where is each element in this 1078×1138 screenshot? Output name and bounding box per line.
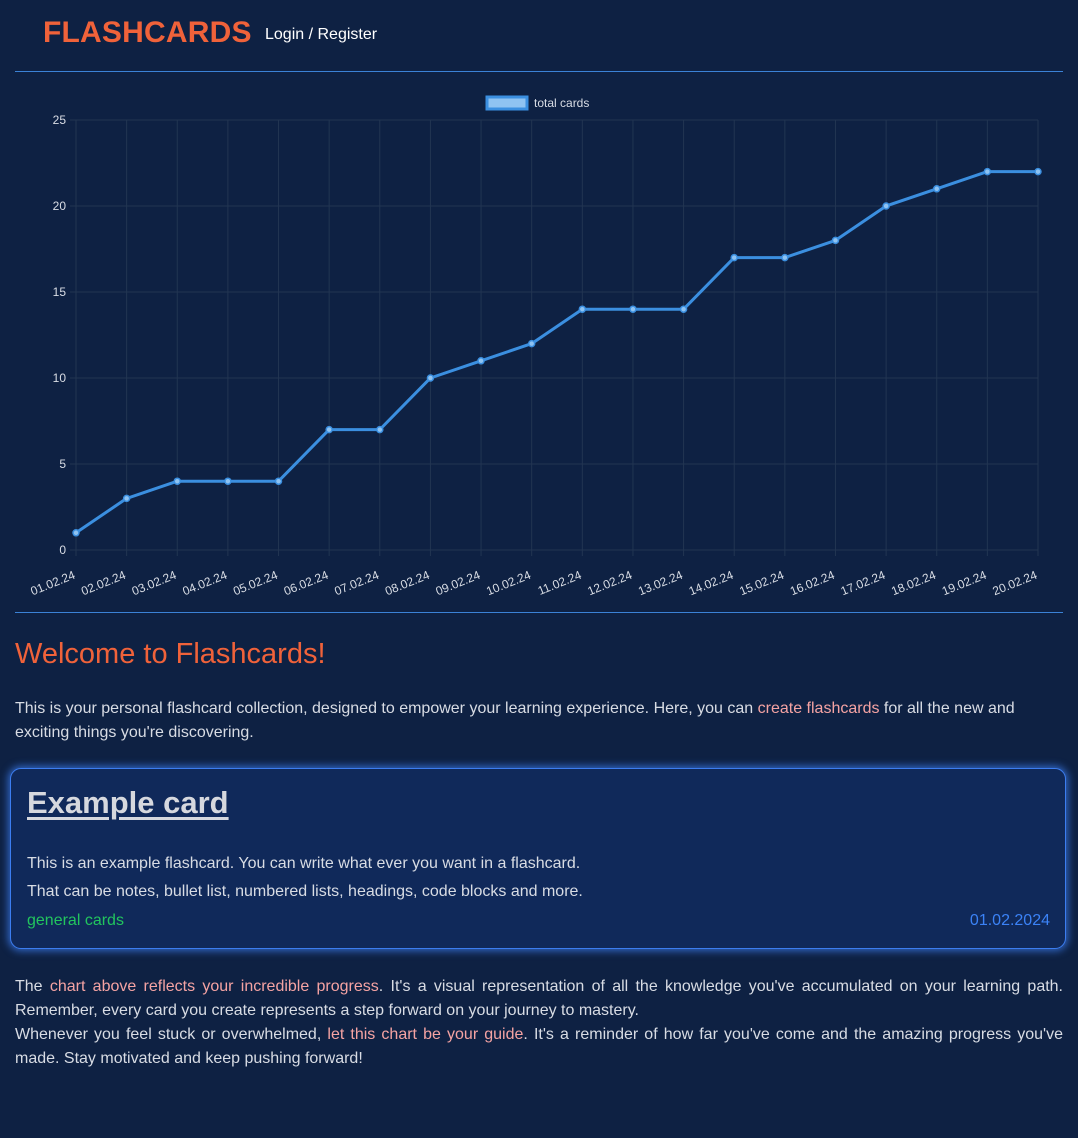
outro-p2-before: Whenever you feel stuck or overwhelmed, — [15, 1026, 328, 1043]
x-tick-label: 02.02.24 — [79, 568, 128, 599]
x-tick-label: 11.02.24 — [536, 568, 584, 598]
card-body-line-1: This is an example flashcard. You can wr… — [27, 855, 581, 872]
intro-text-after: for all the new and exciting things you'… — [15, 700, 1015, 741]
card-body-line-2: That can be notes, bullet list, numbered… — [27, 883, 583, 900]
x-tick-label: 05.02.24 — [231, 568, 280, 599]
legend-swatch — [485, 95, 529, 111]
y-tick-label: 15 — [53, 285, 67, 299]
data-point — [173, 477, 182, 485]
data-point — [983, 167, 992, 176]
y-tick-label: 20 — [53, 199, 67, 213]
x-tick-label: 10.02.24 — [484, 568, 533, 599]
y-tick-label: 10 — [53, 371, 67, 385]
data-point — [376, 425, 384, 434]
x-tick-label: 16.02.24 — [788, 568, 837, 599]
y-tick-label: 0 — [59, 543, 66, 557]
welcome-heading: Welcome to Flashcards! — [15, 638, 326, 670]
x-tick-label: 15.02.24 — [737, 568, 786, 599]
series-line — [75, 170, 1038, 535]
x-tick-label: 13.02.24 — [636, 568, 685, 599]
data-point — [72, 529, 80, 537]
y-tick-label: 5 — [59, 457, 66, 471]
x-tick-label: 01.02.24 — [29, 568, 78, 599]
progress-chart-section: 0 5 10 15 20 25 01.02.24 02.02.24 03.02.24 04.02.… — [15, 72, 1063, 613]
card-title-link[interactable]: Example card — [27, 785, 229, 820]
progress-chart: 0 5 10 15 20 25 01.02.24 02.02.24 03.02.24 04.02.… — [29, 95, 1042, 599]
outro-p1-after: . It's a visual representation of all th… — [15, 978, 1064, 1019]
data-point — [426, 374, 435, 382]
data-point — [224, 477, 232, 485]
data-point — [932, 185, 941, 193]
y-tick-label: 25 — [53, 113, 67, 127]
card-category-link[interactable]: general cards — [27, 912, 124, 929]
top-navbar: FLASHCARDS Login / Register — [15, 0, 1063, 72]
data-point — [325, 425, 333, 434]
brand-logo-link[interactable]: FLASHCARDS — [43, 16, 252, 49]
x-tick-label: 06.02.24 — [282, 568, 331, 599]
x-tick-label: 03.02.24 — [130, 568, 179, 599]
legend-label: total cards — [534, 96, 589, 110]
data-point — [527, 339, 536, 348]
data-point — [831, 236, 840, 245]
x-tick-label: 19.02.24 — [940, 568, 989, 599]
x-tick-label: 09.02.24 — [434, 568, 483, 599]
intro-paragraph: This is your personal flashcard collecti… — [15, 697, 1063, 745]
x-tick-label: 04.02.24 — [180, 568, 229, 599]
card-date: 01.02.2024 — [969, 912, 1050, 929]
data-point — [122, 494, 131, 503]
data-point — [679, 305, 688, 313]
data-point — [477, 357, 485, 365]
data-point — [629, 305, 637, 313]
data-point — [882, 202, 890, 210]
create-flashcards-link[interactable]: create flashcards — [757, 700, 880, 717]
outro-p1-highlight: chart above reflects your incredible pro… — [49, 978, 379, 995]
outro-p2-highlight: let this chart be your guide — [327, 1026, 524, 1043]
data-point — [274, 477, 283, 485]
x-tick-label: 12.02.24 — [586, 568, 635, 599]
data-point — [730, 253, 738, 262]
data-point — [578, 305, 587, 313]
x-tick-label: 18.02.24 — [889, 568, 938, 599]
outro-p2-after: . It's a reminder of how far you've come… — [15, 1026, 1064, 1067]
data-point — [1034, 167, 1042, 176]
example-flashcard[interactable]: Example card This is an example flashcar… — [10, 768, 1066, 949]
outro-p1-before: The — [15, 978, 50, 995]
x-tick-label: 08.02.24 — [383, 568, 432, 599]
intro-text-before: This is your personal flashcard collecti… — [15, 700, 758, 717]
x-tick-label: 14.02.24 — [687, 568, 736, 599]
data-point — [781, 253, 789, 262]
x-tick-label: 07.02.24 — [332, 568, 381, 599]
x-tick-label: 17.02.24 — [839, 568, 888, 599]
login-register-link[interactable]: Login / Register — [265, 26, 378, 43]
outro-text: The chart above reflects your incredible… — [15, 975, 1063, 1071]
x-tick-label: 20.02.24 — [991, 568, 1040, 599]
